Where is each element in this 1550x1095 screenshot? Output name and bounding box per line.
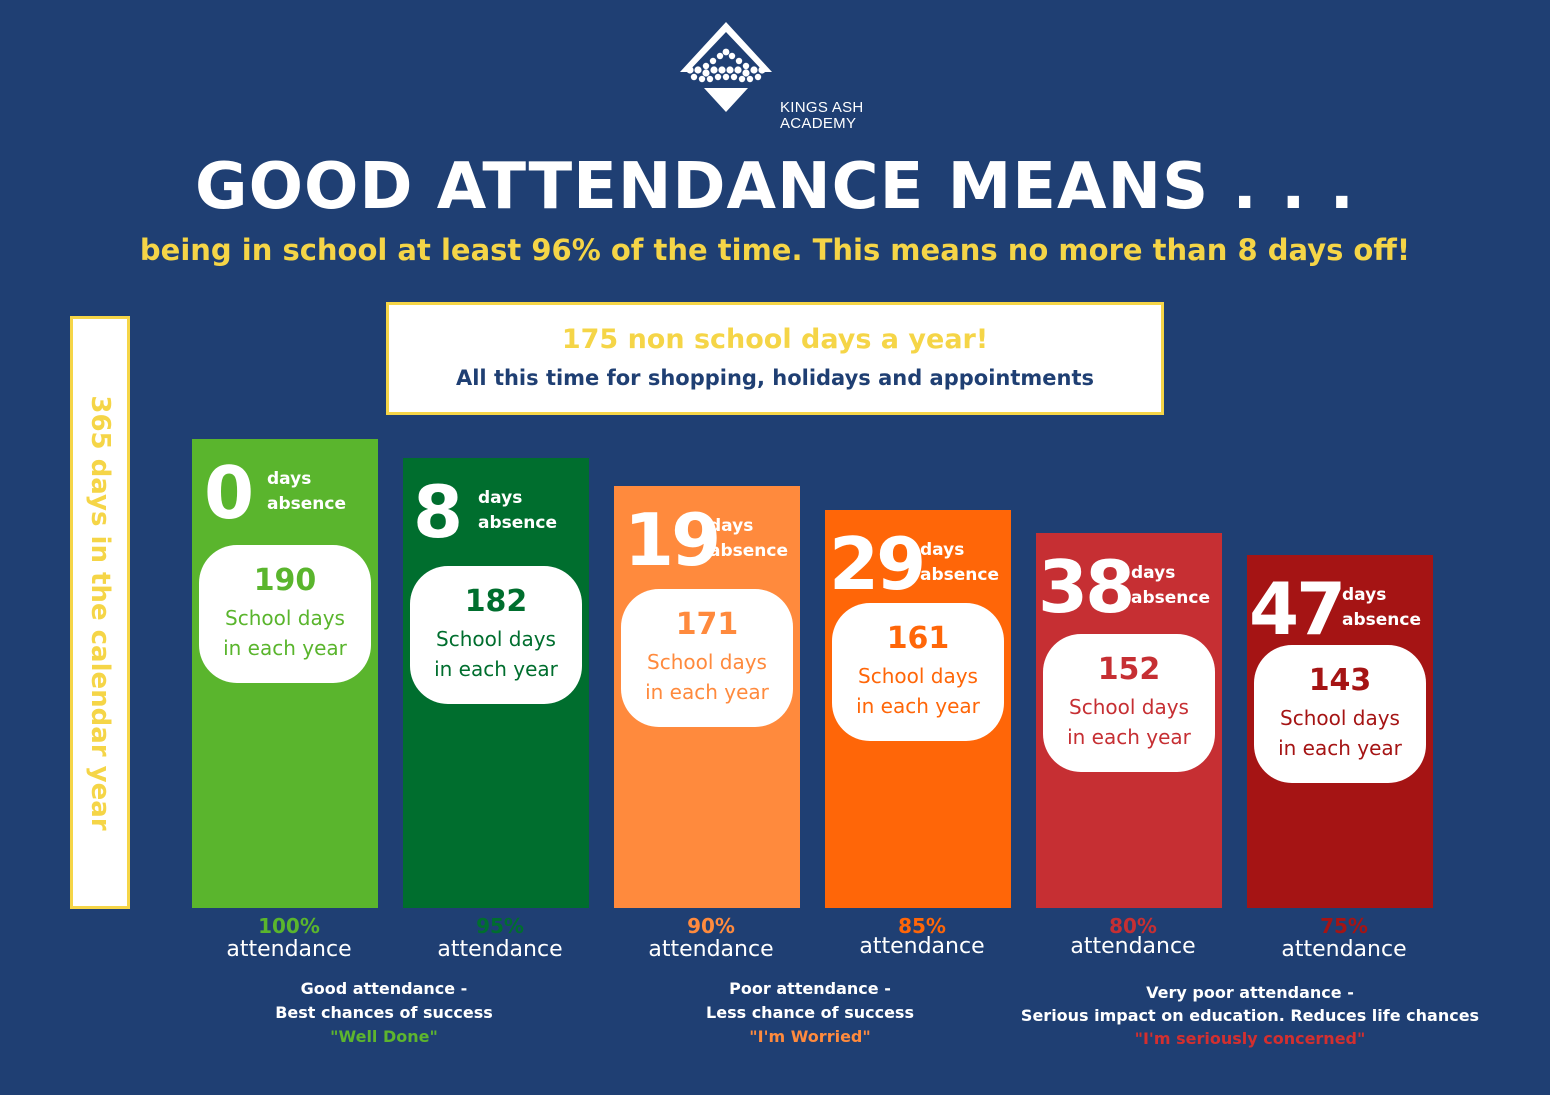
absence-days-value: 29 (829, 522, 926, 606)
attendance-label: attendance (437, 937, 563, 962)
school-days-text: School days (436, 627, 556, 651)
absence-label: absence (709, 541, 788, 561)
category-poor-heading: Poor attendance - (729, 979, 891, 998)
school-days-label: School days in each year (832, 661, 1004, 721)
non-school-days-note: 175 non school days a year! All this tim… (386, 302, 1164, 415)
calendar-year-box: 365 days in the calendar year (70, 316, 130, 909)
absence-days-value: 38 (1038, 545, 1135, 629)
attendance-bar: 19 days absence 171 School days in each year (614, 486, 800, 908)
school-days-value: 143 (1308, 663, 1372, 698)
absence-days-value: 8 (413, 470, 463, 554)
attendance-percent: 80% (1109, 914, 1157, 938)
school-days-text: School days (225, 606, 345, 630)
school-days-text: School days (1069, 695, 1189, 719)
attendance-label: attendance (1281, 937, 1407, 962)
in-each-year-text: in each year (1067, 725, 1191, 749)
category-good-attendance: Good attendance - Best chances of succes… (234, 977, 534, 1049)
school-days-label: School days in each year (199, 603, 371, 663)
category-very-poor-detail: Serious impact on education. Reduces lif… (1020, 1006, 1480, 1025)
school-days-card: 152 School days in each year (1043, 634, 1215, 772)
school-days-label: School days in each year (1043, 692, 1215, 752)
school-days-card: 190 School days in each year (199, 545, 371, 683)
attendance-percent: 75% (1320, 914, 1368, 938)
attendance-label: attendance (648, 937, 774, 962)
category-very-poor-attendance: Very poor attendance - Serious impact on… (1000, 981, 1500, 1050)
category-poor-attendance: Poor attendance - Less chance of success… (660, 977, 960, 1049)
attendance-label: attendance (859, 934, 985, 959)
school-days-value: 171 (675, 607, 739, 642)
category-very-poor-heading: Very poor attendance - (1146, 983, 1354, 1002)
days-label: days (478, 488, 523, 508)
attendance-percent: 90% (687, 914, 735, 938)
attendance-bar: 38 days absence 152 School days in each year (1036, 533, 1222, 908)
category-good-quote: "Well Done" (330, 1027, 438, 1046)
school-days-text: School days (1280, 706, 1400, 730)
calendar-year-label: 365 days in the calendar year (85, 394, 115, 831)
category-good-heading: Good attendance - (300, 979, 468, 998)
days-label: days (709, 516, 754, 536)
category-very-poor-quote: "I'm seriously concerned" (1134, 1029, 1366, 1048)
days-label: days (267, 469, 312, 489)
absence-label: absence (920, 565, 999, 585)
category-poor-detail: Less chance of success (706, 1003, 914, 1022)
in-each-year-text: in each year (223, 636, 347, 660)
attendance-label: attendance (226, 937, 352, 962)
absence-label: absence (267, 494, 346, 514)
school-name-line1: KINGS ASH (780, 99, 864, 116)
category-poor-quote: "I'm Worried" (749, 1027, 871, 1046)
school-days-card: 182 School days in each year (410, 566, 582, 704)
page-title: GOOD ATTENDANCE MEANS . . . (195, 150, 1355, 224)
attendance-label: attendance (1070, 934, 1196, 959)
attendance-percent: 100% (258, 914, 320, 938)
school-days-value: 182 (464, 584, 528, 619)
attendance-percent: 95% (476, 914, 524, 938)
school-days-card: 161 School days in each year (832, 603, 1004, 741)
school-days-value: 190 (253, 563, 317, 598)
absence-days-label: days absence (1342, 583, 1421, 633)
school-name: KINGS ASH ACADEMY (780, 100, 864, 132)
absence-days-value: 0 (204, 451, 254, 535)
school-name-line2: ACADEMY (780, 115, 857, 132)
absence-days-label: days absence (920, 538, 999, 588)
non-school-days-detail: All this time for shopping, holidays and… (455, 366, 1095, 390)
absence-days-label: days absence (709, 514, 788, 564)
absence-days-value: 19 (624, 498, 721, 582)
school-days-label: School days in each year (1254, 703, 1426, 763)
attendance-percent: 85% (898, 914, 946, 938)
in-each-year-text: in each year (1278, 736, 1402, 760)
absence-days-label: days absence (1131, 561, 1210, 611)
in-each-year-text: in each year (856, 694, 980, 718)
school-days-label: School days in each year (410, 624, 582, 684)
attendance-bar: 8 days absence 182 School days in each year (403, 458, 589, 908)
school-days-label: School days in each year (621, 647, 793, 707)
page-subtitle: being in school at least 96% of the time… (139, 233, 1411, 267)
kings-ash-crown-logo (680, 22, 772, 112)
school-days-text: School days (647, 650, 767, 674)
in-each-year-text: in each year (434, 657, 558, 681)
absence-days-label: days absence (267, 467, 346, 517)
attendance-bar: 29 days absence 161 School days in each year (825, 510, 1011, 908)
days-label: days (920, 540, 965, 560)
school-days-card: 171 School days in each year (621, 589, 793, 727)
absence-label: absence (1131, 588, 1210, 608)
absence-days-value: 47 (1249, 567, 1346, 651)
absence-days-label: days absence (478, 486, 557, 536)
school-days-text: School days (858, 664, 978, 688)
absence-label: absence (1342, 610, 1421, 630)
school-days-value: 161 (886, 621, 950, 656)
absence-label: absence (478, 513, 557, 533)
school-days-card: 143 School days in each year (1254, 645, 1426, 783)
attendance-bar: 47 days absence 143 School days in each year (1247, 555, 1433, 908)
in-each-year-text: in each year (645, 680, 769, 704)
non-school-days-headline: 175 non school days a year! (561, 324, 989, 355)
school-days-value: 152 (1097, 652, 1161, 687)
category-good-detail: Best chances of success (275, 1003, 493, 1022)
attendance-bar: 0 days absence 190 School days in each year (192, 439, 378, 908)
days-label: days (1342, 585, 1387, 605)
days-label: days (1131, 563, 1176, 583)
